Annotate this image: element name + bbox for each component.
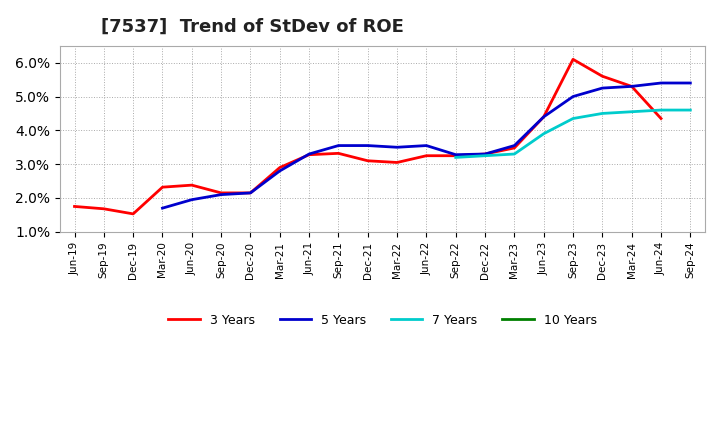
3 Years: [334, 151, 343, 156]
5 Years: [627, 84, 636, 89]
5 Years: [510, 143, 518, 148]
Line: 3 Years: 3 Years: [74, 59, 661, 214]
3 Years: [187, 183, 196, 188]
5 Years: [158, 205, 167, 211]
5 Years: [481, 151, 490, 157]
Legend: 3 Years, 5 Years, 7 Years, 10 Years: 3 Years, 5 Years, 7 Years, 10 Years: [163, 309, 601, 332]
3 Years: [657, 116, 665, 121]
5 Years: [598, 85, 607, 91]
5 Years: [686, 81, 695, 86]
3 Years: [364, 158, 372, 163]
7 Years: [539, 131, 548, 136]
7 Years: [510, 151, 518, 157]
5 Years: [246, 190, 255, 195]
5 Years: [393, 145, 402, 150]
7 Years: [627, 109, 636, 114]
3 Years: [246, 190, 255, 195]
5 Years: [305, 151, 313, 157]
3 Years: [276, 165, 284, 170]
3 Years: [422, 153, 431, 158]
5 Years: [422, 143, 431, 148]
3 Years: [305, 152, 313, 158]
5 Years: [217, 192, 225, 197]
5 Years: [657, 81, 665, 86]
3 Years: [510, 145, 518, 150]
7 Years: [569, 116, 577, 121]
5 Years: [187, 197, 196, 202]
7 Years: [451, 155, 460, 160]
5 Years: [569, 94, 577, 99]
Line: 5 Years: 5 Years: [163, 83, 690, 208]
7 Years: [481, 153, 490, 158]
3 Years: [99, 206, 108, 212]
Text: [7537]  Trend of StDev of ROE: [7537] Trend of StDev of ROE: [101, 18, 404, 36]
3 Years: [70, 204, 78, 209]
3 Years: [217, 190, 225, 195]
Line: 7 Years: 7 Years: [456, 110, 690, 158]
3 Years: [569, 57, 577, 62]
3 Years: [158, 184, 167, 190]
3 Years: [627, 84, 636, 89]
3 Years: [598, 73, 607, 79]
3 Years: [451, 153, 460, 158]
5 Years: [539, 114, 548, 120]
3 Years: [481, 151, 490, 157]
5 Years: [334, 143, 343, 148]
5 Years: [364, 143, 372, 148]
7 Years: [686, 107, 695, 113]
5 Years: [451, 152, 460, 158]
3 Years: [129, 211, 138, 216]
5 Years: [276, 168, 284, 173]
7 Years: [657, 107, 665, 113]
3 Years: [539, 114, 548, 120]
3 Years: [393, 160, 402, 165]
7 Years: [598, 111, 607, 116]
